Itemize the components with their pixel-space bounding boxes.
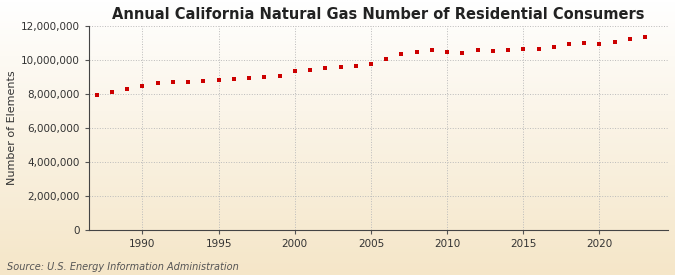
Y-axis label: Number of Elements: Number of Elements [7, 70, 17, 185]
Text: Source: U.S. Energy Information Administration: Source: U.S. Energy Information Administ… [7, 262, 238, 272]
Title: Annual California Natural Gas Number of Residential Consumers: Annual California Natural Gas Number of … [112, 7, 645, 22]
